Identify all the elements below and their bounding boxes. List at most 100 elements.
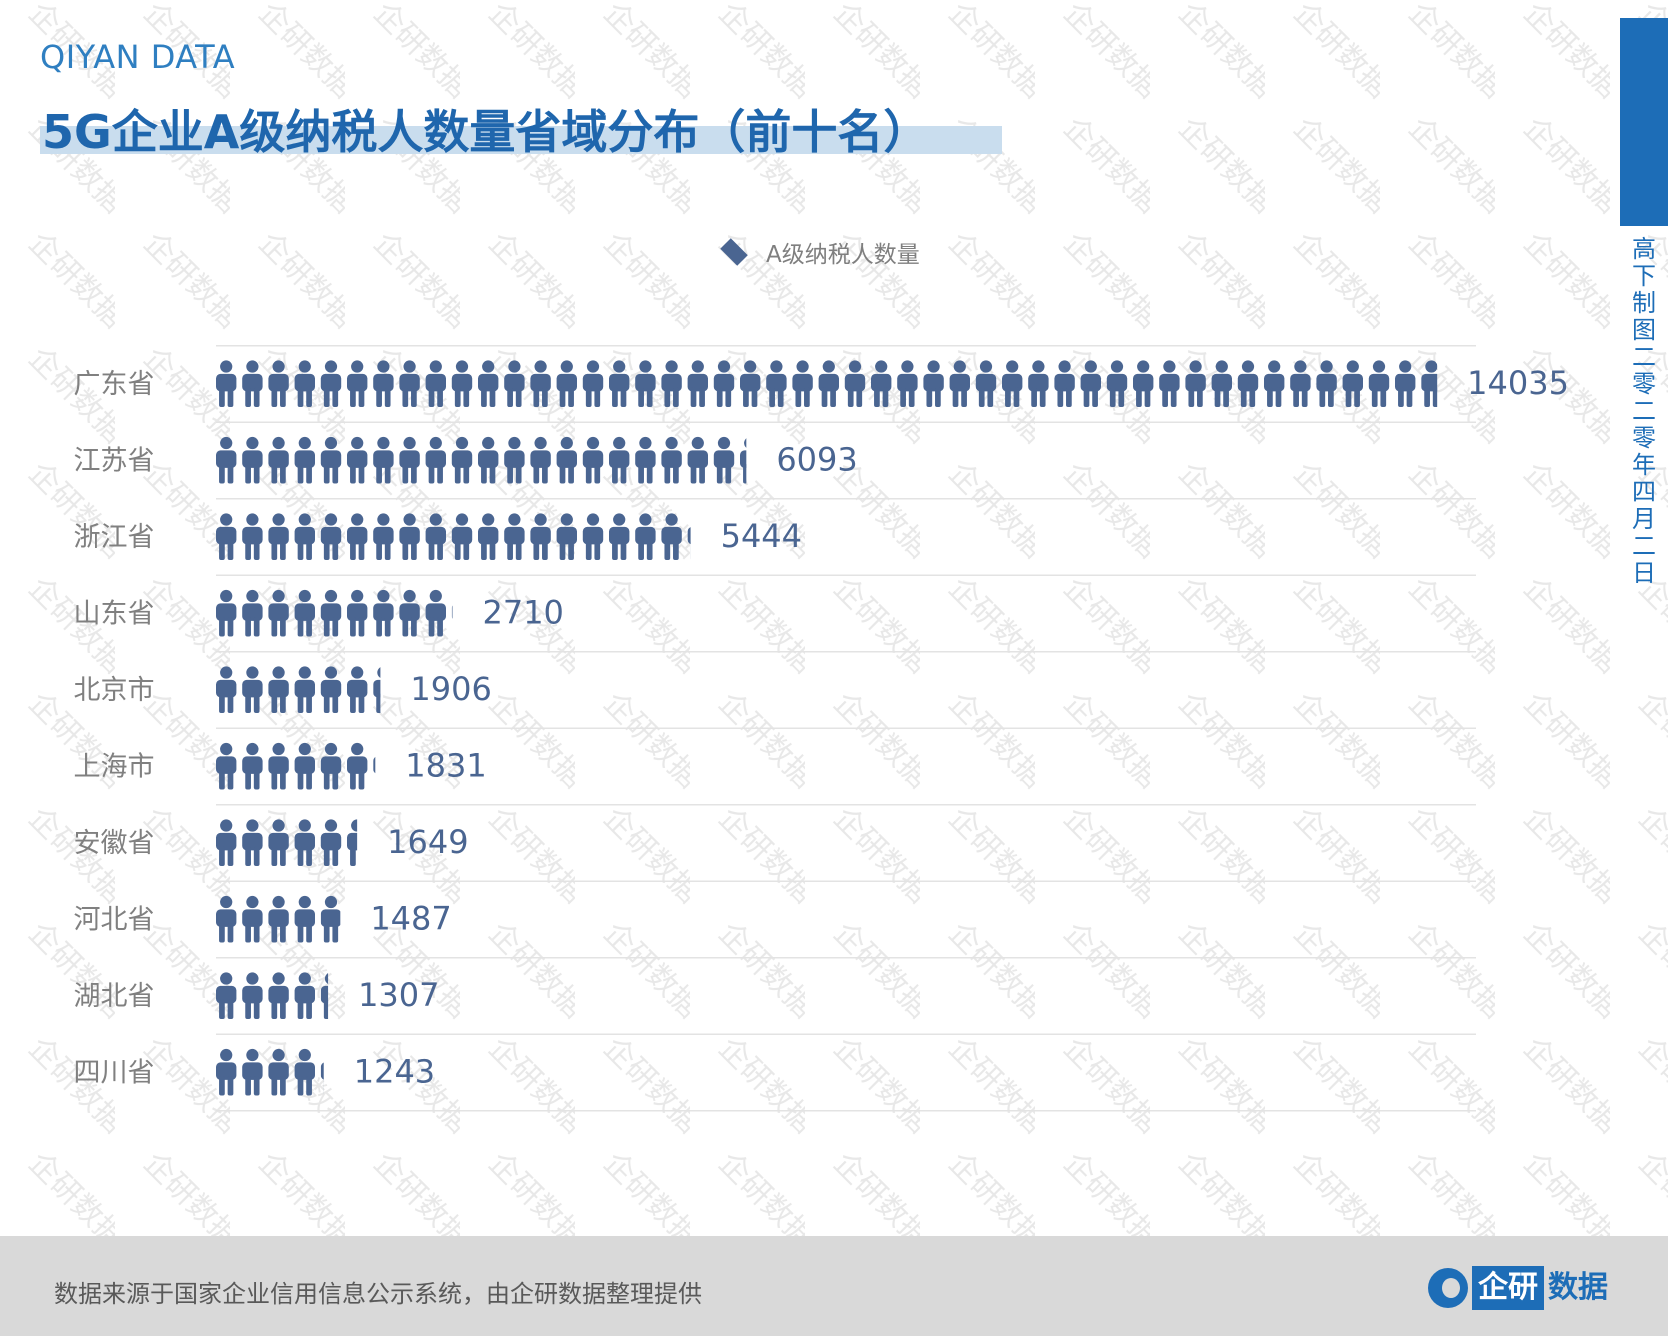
- person-icon: [451, 360, 473, 407]
- person-icon-partial: [320, 1062, 324, 1080]
- person-icon: [582, 436, 604, 484]
- person-icon: [399, 360, 420, 407]
- category-label: 上海市: [74, 752, 155, 783]
- person-icon: [294, 1048, 315, 1096]
- person-icon-partial: [451, 605, 453, 619]
- person-icon: [347, 589, 368, 637]
- person-icon: [478, 436, 499, 484]
- data-label: 1487: [370, 900, 451, 938]
- person-icon: [425, 360, 446, 407]
- person-icon: [242, 513, 263, 560]
- person-icon: [451, 436, 473, 484]
- category-label: 河北省: [74, 905, 155, 936]
- person-icon: [294, 513, 315, 560]
- person-icon: [373, 360, 394, 407]
- person-icon: [294, 666, 315, 713]
- person-icon-partial: [373, 667, 381, 713]
- person-icon: [687, 436, 708, 484]
- person-icon: [242, 1048, 263, 1096]
- person-icon-partial: [320, 895, 341, 943]
- person-icon: [216, 666, 237, 713]
- bar-pictograph: [216, 360, 1438, 407]
- person-icon: [530, 436, 551, 484]
- person-icon: [320, 742, 342, 790]
- person-icon: [1316, 360, 1337, 407]
- person-icon: [740, 360, 761, 407]
- person-icon: [504, 513, 525, 560]
- person-icon: [347, 666, 368, 713]
- category-label: 湖北省: [74, 981, 155, 1012]
- person-icon: [478, 513, 499, 560]
- data-label: 1649: [387, 823, 468, 861]
- category-label: 浙江省: [74, 522, 155, 553]
- person-icon-partial: [373, 757, 376, 774]
- category-label: 江苏省: [74, 446, 155, 477]
- bar-pictograph: [216, 589, 453, 637]
- person-icon: [216, 589, 237, 637]
- person-icon: [294, 360, 315, 407]
- person-icon-partial: [347, 819, 358, 866]
- person-icon: [609, 360, 630, 407]
- person-icon: [1211, 360, 1232, 407]
- person-icon: [216, 360, 237, 407]
- person-icon: [320, 436, 342, 484]
- person-icon: [320, 360, 342, 407]
- person-icon: [294, 895, 315, 943]
- data-label: 14035: [1467, 364, 1569, 402]
- bar-pictograph: [216, 742, 376, 790]
- person-icon: [268, 513, 289, 560]
- person-icon: [320, 666, 342, 713]
- bar-pictograph: [216, 819, 358, 866]
- bar-pictograph: [216, 666, 381, 713]
- person-icon: [1342, 360, 1363, 407]
- person-icon: [268, 360, 289, 407]
- side-accent-bar: [1620, 18, 1668, 226]
- person-icon: [661, 436, 682, 484]
- person-icon: [216, 972, 237, 1019]
- person-icon: [294, 589, 315, 637]
- person-icon: [242, 436, 263, 484]
- person-icon: [320, 589, 342, 637]
- production-credit: 高下制图 二零二零年四月二日: [1632, 235, 1656, 587]
- bar-pictograph: [216, 436, 747, 484]
- person-icon: [635, 360, 656, 407]
- person-icon: [713, 360, 735, 407]
- person-icon: [425, 513, 446, 560]
- person-icon: [661, 513, 682, 560]
- data-label: 1307: [358, 976, 439, 1014]
- person-icon: [294, 742, 315, 790]
- logo-text: 数据: [1548, 1270, 1608, 1305]
- person-icon: [425, 436, 446, 484]
- person-icon: [216, 895, 237, 943]
- data-label: 1906: [410, 670, 491, 708]
- person-icon: [242, 895, 263, 943]
- person-icon: [1159, 360, 1180, 407]
- category-label: 四川省: [74, 1058, 155, 1089]
- person-icon: [268, 819, 289, 866]
- data-label: 6093: [776, 441, 857, 479]
- person-icon: [268, 742, 289, 790]
- person-icon: [373, 589, 394, 637]
- person-icon: [635, 513, 656, 560]
- person-icon: [1264, 360, 1285, 407]
- person-icon: [1133, 360, 1154, 407]
- data-label: 1243: [354, 1053, 435, 1091]
- person-icon: [294, 819, 315, 866]
- person-icon: [347, 742, 368, 790]
- person-icon: [661, 360, 682, 407]
- person-icon: [268, 666, 289, 713]
- bar-pictograph: [216, 1048, 324, 1096]
- person-icon: [216, 513, 237, 560]
- person-icon: [1395, 360, 1416, 407]
- person-icon: [635, 436, 656, 484]
- person-icon: [556, 436, 577, 484]
- person-icon: [216, 742, 237, 790]
- person-icon: [1002, 360, 1023, 407]
- person-icon: [399, 589, 420, 637]
- person-icon: [425, 589, 446, 637]
- person-icon: [582, 360, 604, 407]
- person-icon: [268, 895, 289, 943]
- person-icon: [268, 436, 289, 484]
- person-icon: [294, 972, 315, 1019]
- person-icon: [478, 360, 499, 407]
